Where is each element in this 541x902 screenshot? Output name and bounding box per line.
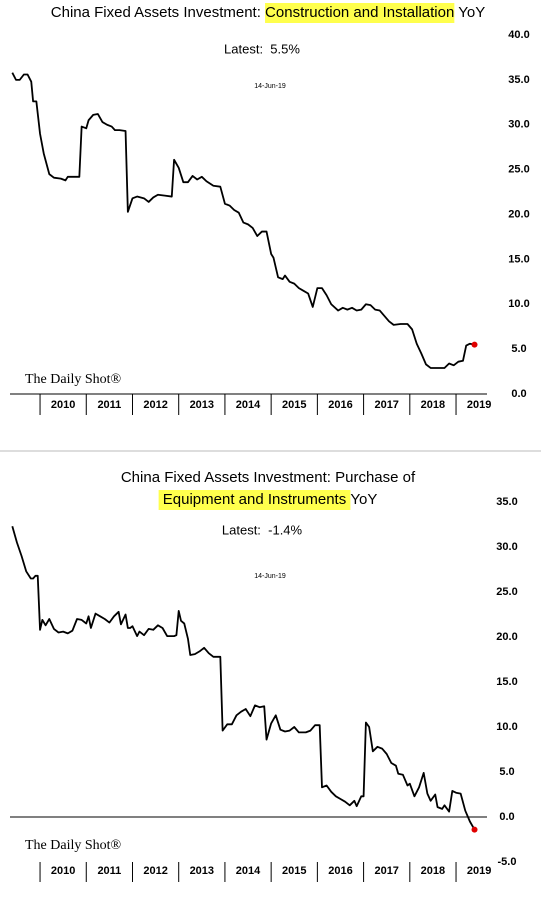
title-highlight (158, 490, 351, 510)
x-tick-label: 2013 (190, 865, 214, 877)
chart-title: China Fixed Assets Investment: Purchase … (121, 469, 416, 486)
y-tick-label: 10.0 (496, 721, 517, 733)
y-tick-label: 0.0 (499, 811, 514, 823)
y-tick-label: 15.0 (508, 253, 529, 265)
title-highlight (265, 3, 455, 23)
title-line: Equipment and Instruments YoY (158, 490, 377, 510)
x-tick-label: 2017 (374, 865, 398, 877)
y-tick-label: 30.0 (496, 541, 517, 553)
watermark: The Daily Shot® (25, 372, 122, 387)
x-tick-label: 2018 (421, 865, 445, 877)
x-tick-label: 2016 (328, 399, 352, 411)
subtitle: Latest: 5.5% (224, 41, 300, 56)
title-line: China Fixed Assets Investment: Construct… (51, 3, 485, 23)
latest-point (471, 826, 478, 833)
y-tick-label: -5.0 (498, 856, 517, 868)
x-tick-label: 2016 (328, 865, 352, 877)
x-tick-label: 2011 (97, 399, 121, 411)
x-tick-label: 2017 (374, 399, 398, 411)
y-tick-label: 5.0 (511, 343, 526, 355)
x-tick-label: 2012 (143, 399, 167, 411)
y-tick-label: 35.0 (508, 74, 529, 86)
x-tick-label: 2019 (467, 865, 491, 877)
y-tick-label: 25.0 (496, 586, 517, 598)
latest-point (471, 341, 478, 348)
y-tick-label: 10.0 (508, 298, 529, 310)
y-tick-label: 20.0 (508, 208, 529, 220)
y-tick-label: 35.0 (496, 496, 517, 508)
chart-title: YoY (350, 491, 377, 508)
y-tick-label: 25.0 (508, 164, 529, 176)
x-tick-label: 2018 (421, 399, 445, 411)
y-tick-label: 40.0 (508, 29, 529, 41)
data-line (11, 72, 475, 369)
date-label: 14-Jun-19 (254, 573, 286, 580)
x-tick-label: 2013 (190, 399, 214, 411)
y-tick-label: 30.0 (508, 119, 529, 131)
x-tick-label: 2015 (282, 399, 306, 411)
x-tick-label: 2012 (143, 865, 167, 877)
data-line (11, 526, 476, 831)
x-tick-label: 2010 (51, 865, 75, 877)
y-tick-label: 5.0 (499, 766, 514, 778)
x-tick-label: 2014 (236, 399, 261, 411)
y-tick-label: 0.0 (511, 388, 526, 400)
y-tick-label: 15.0 (496, 676, 517, 688)
y-tick-label: 20.0 (496, 631, 517, 643)
x-tick-label: 2010 (51, 399, 75, 411)
watermark: The Daily Shot® (25, 838, 122, 853)
subtitle: Latest: -1.4% (222, 522, 303, 537)
x-tick-label: 2014 (236, 865, 261, 877)
chart-title: YoY (454, 4, 485, 21)
chart-title: China Fixed Assets Investment: (51, 4, 265, 21)
date-label: 14-Jun-19 (254, 83, 286, 90)
chart-title: Equipment and Instruments (159, 491, 351, 508)
x-tick-label: 2019 (467, 399, 491, 411)
chart-title: Construction and Installation (265, 4, 454, 21)
x-tick-label: 2015 (282, 865, 306, 877)
x-tick-label: 2011 (97, 865, 121, 877)
title-line: China Fixed Assets Investment: Purchase … (121, 469, 416, 486)
